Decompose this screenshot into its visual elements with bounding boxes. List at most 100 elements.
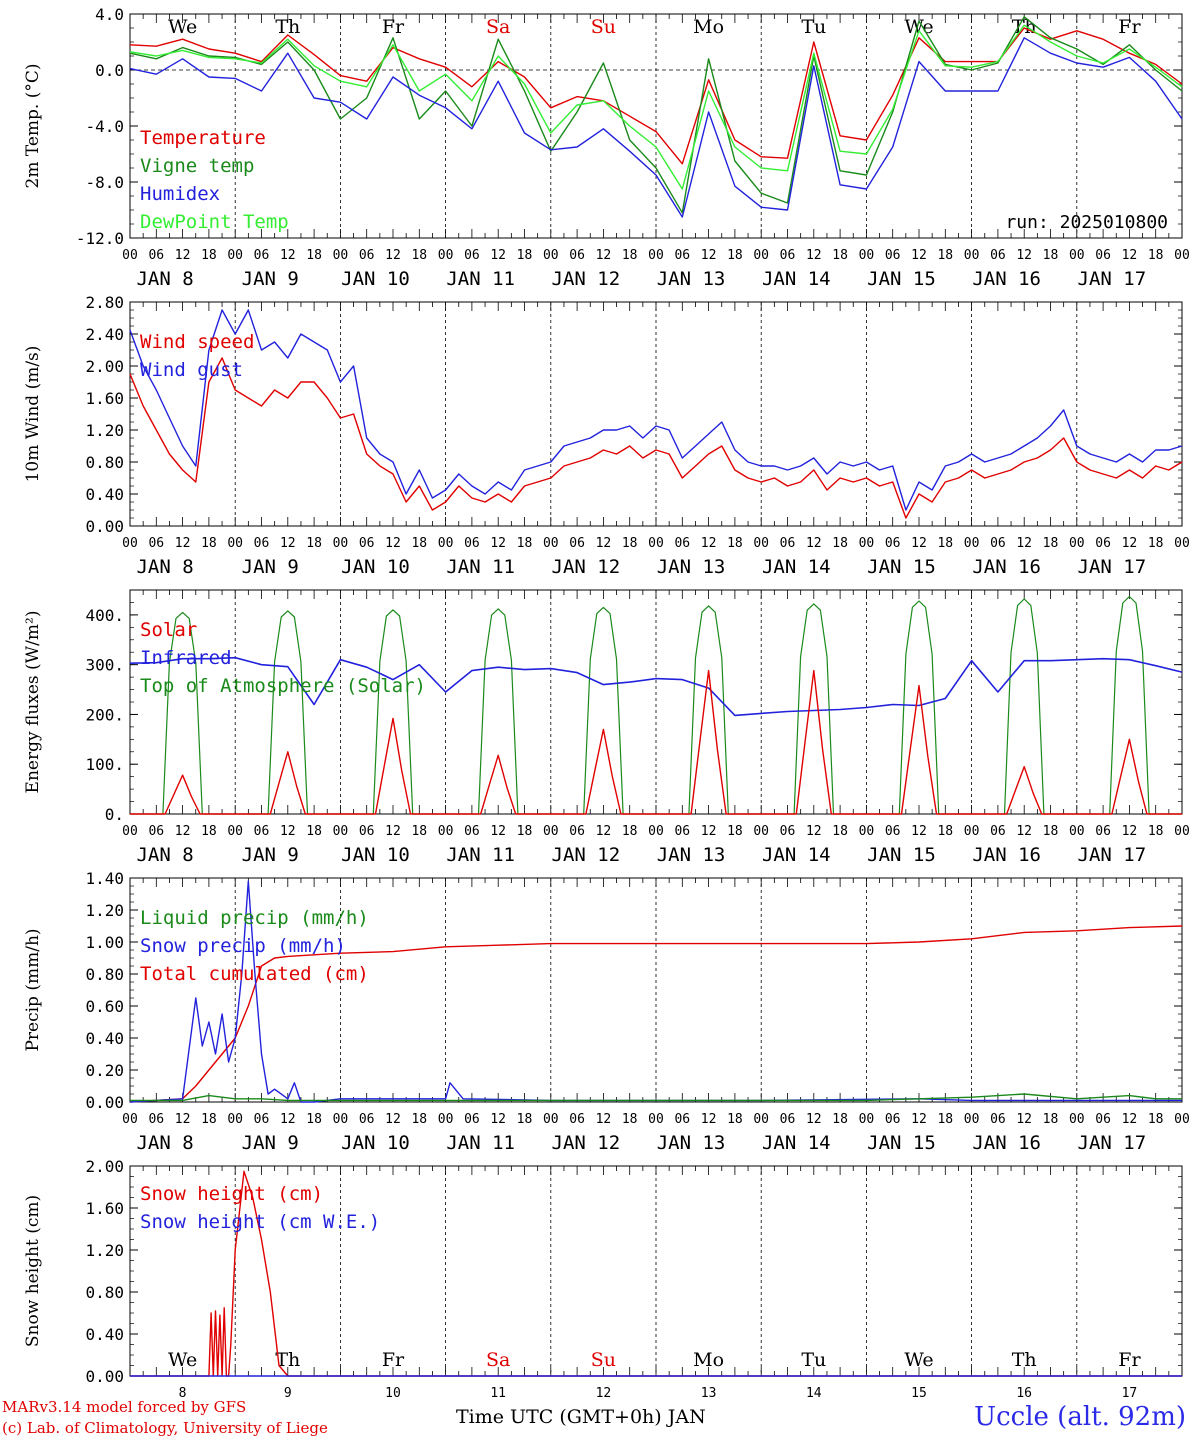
day-label: JAN 12 <box>552 556 621 578</box>
hour-tick-label: 00 <box>122 824 138 839</box>
hour-tick-label: 12 <box>280 1112 296 1127</box>
hour-tick-label: 06 <box>780 824 796 839</box>
day-label: JAN 10 <box>341 1132 410 1154</box>
hour-tick-label: 00 <box>859 536 875 551</box>
series-vigne-temp <box>129 16 1183 214</box>
day-number-label: 11 <box>490 1386 506 1401</box>
legend-entry: Vigne temp <box>140 155 254 177</box>
day-number-label: 13 <box>701 1386 717 1401</box>
hour-tick-label: 18 <box>937 824 953 839</box>
hour-tick-label: 06 <box>1095 824 1111 839</box>
hour-tick-label: 06 <box>359 248 375 263</box>
hour-tick-label: 00 <box>543 248 559 263</box>
model-credit: MARv3.14 model forced by GFS <box>2 1398 247 1416</box>
day-label: JAN 8 <box>136 268 193 290</box>
hour-tick-label: 06 <box>569 1112 585 1127</box>
hour-tick-label: 12 <box>596 248 612 263</box>
hour-tick-label: 18 <box>201 1112 217 1127</box>
day-label: JAN 11 <box>446 844 515 866</box>
hour-tick-label: 00 <box>1174 536 1190 551</box>
day-label: JAN 14 <box>762 844 831 866</box>
hour-tick-label: 12 <box>806 536 822 551</box>
y-tick-label: 1.00 <box>85 933 124 952</box>
hour-tick-label: 12 <box>1016 1112 1032 1127</box>
y-tick-label: 1.20 <box>85 901 124 920</box>
hour-tick-label: 00 <box>543 1112 559 1127</box>
hour-tick-label: 18 <box>1043 536 1059 551</box>
hour-tick-label: 00 <box>333 1112 349 1127</box>
hour-tick-label: 18 <box>622 536 638 551</box>
hour-tick-label: 12 <box>1122 1112 1138 1127</box>
hour-tick-label: 18 <box>727 248 743 263</box>
day-number-label: 15 <box>911 1386 927 1401</box>
hour-tick-label: 06 <box>1095 536 1111 551</box>
day-label: JAN 8 <box>136 844 193 866</box>
y-tick-label: 0.80 <box>85 965 124 984</box>
day-label: JAN 13 <box>657 556 726 578</box>
hour-tick-label: 06 <box>254 1112 270 1127</box>
y-axis-title: 10m Wind (m/s) <box>23 346 43 483</box>
series-temperature <box>129 27 1183 165</box>
y-tick-label: 0.00 <box>85 1093 124 1112</box>
hour-tick-label: 12 <box>1122 536 1138 551</box>
hour-tick-label: 12 <box>1122 248 1138 263</box>
y-tick-label: 0.40 <box>85 1029 124 1048</box>
hour-tick-label: 06 <box>359 1112 375 1127</box>
legend-entry: Wind gust <box>140 359 243 381</box>
hour-tick-label: 00 <box>438 1112 454 1127</box>
run-label: run: 2025010800 <box>1005 212 1168 233</box>
hour-tick-label: 18 <box>832 536 848 551</box>
hour-tick-label: 06 <box>569 824 585 839</box>
hour-tick-label: 00 <box>1174 1112 1190 1127</box>
y-tick-label: 0.0 <box>95 61 124 80</box>
hour-tick-label: 06 <box>990 536 1006 551</box>
hour-tick-label: 00 <box>333 824 349 839</box>
hour-tick-label: 12 <box>806 824 822 839</box>
legend-entry: Top of Atmosphere (Solar) <box>140 675 426 697</box>
hour-tick-label: 00 <box>648 1112 664 1127</box>
hour-tick-label: 12 <box>806 248 822 263</box>
panel-frame-temp <box>129 13 1183 239</box>
hour-tick-label: 18 <box>306 824 322 839</box>
hour-tick-label: 06 <box>990 824 1006 839</box>
weekday-label: Th <box>275 1349 300 1371</box>
y-tick-label: 1.20 <box>85 1241 124 1260</box>
y-tick-label: 1.40 <box>85 869 124 888</box>
weekday-label: Tu <box>801 16 826 38</box>
weekday-label: We <box>168 16 197 38</box>
hour-tick-label: 00 <box>122 248 138 263</box>
day-label: JAN 16 <box>972 268 1041 290</box>
weekday-label: Fr <box>1118 1349 1141 1371</box>
hour-tick-label: 00 <box>1069 536 1085 551</box>
y-tick-label: -8.0 <box>85 173 124 192</box>
hour-tick-label: 00 <box>753 248 769 263</box>
hour-tick-label: 06 <box>464 536 480 551</box>
day-label: JAN 15 <box>867 1132 936 1154</box>
legend-entry: Temperature <box>140 127 266 149</box>
weekday-label: Sa <box>486 1349 510 1371</box>
legend-entry: Liquid precip (mm/h) <box>140 907 369 929</box>
y-tick-label: 0.40 <box>85 1325 124 1344</box>
hour-tick-label: 18 <box>306 248 322 263</box>
hour-tick-label: 18 <box>201 248 217 263</box>
hour-tick-label: 06 <box>780 536 796 551</box>
hour-tick-label: 06 <box>569 248 585 263</box>
station-name: Uccle (alt. 92m) <box>974 1402 1186 1432</box>
hour-tick-label: 12 <box>911 248 927 263</box>
day-label: JAN 8 <box>136 556 193 578</box>
weekday-label: Mo <box>693 16 724 38</box>
hour-tick-label: 00 <box>122 536 138 551</box>
hour-tick-label: 18 <box>411 824 427 839</box>
y-tick-label: 2.80 <box>85 293 124 312</box>
legend-entry: Snow height (cm W.E.) <box>140 1211 380 1233</box>
hour-tick-label: 18 <box>832 1112 848 1127</box>
legend-entry: Infrared <box>140 647 232 669</box>
hour-tick-label: 12 <box>701 1112 717 1127</box>
day-label: JAN 13 <box>657 1132 726 1154</box>
hour-tick-label: 06 <box>148 824 164 839</box>
hour-tick-label: 12 <box>490 536 506 551</box>
hour-tick-label: 06 <box>674 824 690 839</box>
hour-tick-label: 12 <box>701 248 717 263</box>
hour-tick-label: 06 <box>674 536 690 551</box>
